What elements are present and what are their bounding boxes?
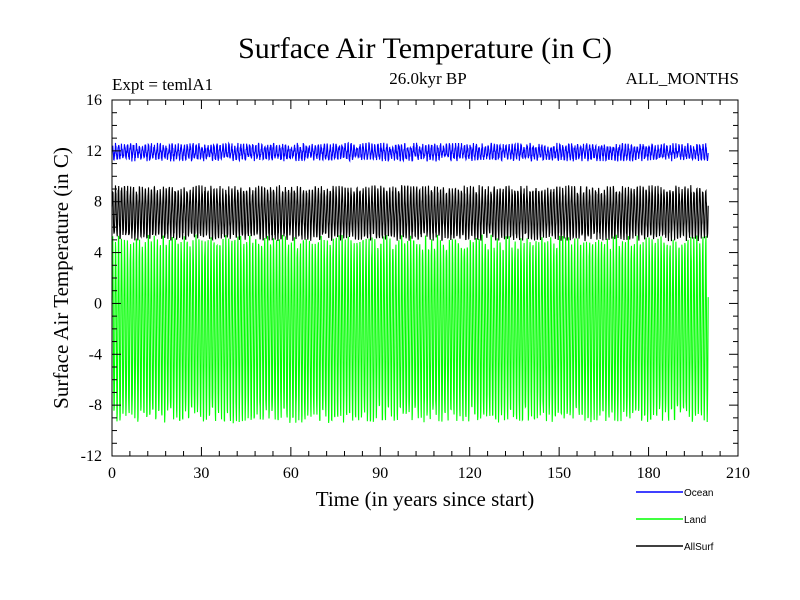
legend: Ocean Land AllSurf: [636, 488, 714, 553]
y-tick-label: -12: [81, 448, 102, 465]
plot-frame: [111, 99, 739, 457]
x-tick-label: 30: [193, 465, 209, 482]
legend-label: AllSurf: [684, 542, 714, 553]
y-axis-ticks: -12 -8 -4 0 4 8 12 16: [81, 92, 738, 465]
y-tick-label: 0: [94, 295, 102, 312]
x-axis-ticks: 0 30 60 90 120 150 180 210: [108, 100, 750, 482]
legend-item-ocean: Ocean: [636, 488, 713, 499]
x-tick-label: 150: [547, 465, 571, 482]
series-line-ocean: [111, 141, 709, 163]
x-tick-label: 180: [637, 465, 661, 482]
x-axis-label: Time (in years since start): [316, 487, 535, 511]
legend-label: Ocean: [684, 488, 713, 499]
y-tick-label: 12: [86, 143, 102, 160]
x-tick-label: 120: [458, 465, 482, 482]
months-label: ALL_MONTHS: [626, 69, 739, 88]
x-tick-label: 60: [283, 465, 299, 482]
y-tick-label: -4: [89, 346, 102, 363]
series-layer: [111, 141, 709, 424]
y-tick-label: -8: [89, 397, 102, 414]
x-tick-label: 210: [726, 465, 750, 482]
legend-item-land: Land: [636, 515, 706, 526]
y-tick-label: 4: [94, 245, 102, 262]
y-tick-label: 8: [94, 194, 102, 211]
legend-item-allsurf: AllSurf: [636, 542, 714, 553]
period-label: 26.0kyr BP: [389, 69, 466, 88]
x-tick-label: 0: [108, 465, 116, 482]
x-tick-label: 90: [372, 465, 388, 482]
series-line-land: [111, 234, 709, 424]
series-line-allsurf: [111, 185, 709, 242]
experiment-label: Expt = temlA1: [112, 75, 213, 94]
y-tick-label: 16: [86, 92, 102, 109]
y-axis-label: Surface Air Temperature (in C): [49, 147, 73, 409]
chart-title: Surface Air Temperature (in C): [238, 32, 612, 65]
legend-label: Land: [684, 515, 706, 526]
